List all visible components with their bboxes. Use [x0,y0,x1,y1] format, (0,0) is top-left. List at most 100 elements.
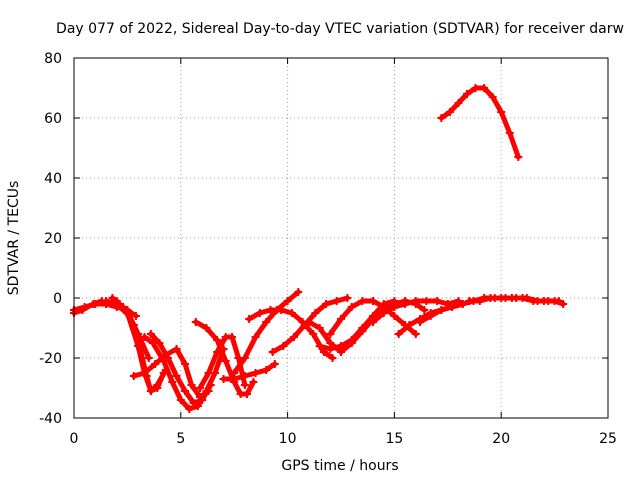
data-point [559,300,568,308]
data-point [146,330,155,338]
data-point [294,288,303,296]
data-point [411,297,420,305]
data-point [196,384,205,392]
data-point [287,309,296,317]
data-point [251,333,260,341]
y-tick-label: -20 [39,351,62,367]
data-point [518,294,527,302]
data-point [168,378,177,386]
data-point [213,336,222,344]
data-point [471,84,480,92]
data-point [134,330,143,338]
data-point [315,324,324,332]
series-arc-10 [191,318,258,398]
y-tick-label: 40 [44,171,62,187]
series-arc-9 [196,333,249,392]
data-point [379,309,388,317]
series-arc-12 [230,288,303,377]
data-point [337,315,345,323]
data-point [277,306,286,314]
data-point [394,330,403,338]
data-point [279,342,288,350]
data-point [332,297,341,305]
data-point [146,387,155,395]
data-point [255,309,264,317]
data-point [245,315,254,323]
data-point [448,303,457,311]
data-point [268,348,277,356]
data-point [337,342,345,350]
series-arc-14 [268,294,352,356]
series-arc-8 [146,330,215,407]
data-point [140,369,149,377]
data-point [309,330,318,338]
y-axis-label: SDTVAR / TECUs [6,181,22,296]
y-tick-label: -40 [39,411,62,427]
x-tick-label: 5 [176,431,185,447]
data-point [328,354,337,362]
data-point [454,99,463,107]
data-point [458,300,467,308]
series-arc-7 [140,333,228,413]
series-arc-5 [102,297,153,362]
data-point [497,108,506,116]
data-point [437,114,446,122]
data-point [191,318,200,326]
data-point [266,306,275,314]
data-point [262,318,271,326]
data-point [326,345,335,353]
x-axis-tick-labels: 0 5 10 15 20 25 [70,431,617,447]
data-point [463,90,472,98]
data-point [140,333,149,341]
data-point [411,330,420,338]
data-point [437,306,446,314]
x-tick-label: 10 [279,431,297,447]
data-point [163,354,172,362]
data-point [422,297,431,305]
data-point [187,381,196,389]
y-axis-tick-labels: -40 -20 0 20 40 60 80 [39,51,62,427]
series-line [466,295,566,307]
data-point [228,333,237,341]
x-tick-label: 20 [492,431,510,447]
data-point [445,108,454,116]
series-line [438,85,521,160]
data-point [176,396,185,404]
series-arc-22 [465,294,568,308]
data-point [390,303,399,311]
data-point [159,357,168,365]
data-point [300,321,309,329]
data-point [151,360,160,368]
series-line [231,289,301,376]
data-point [475,297,484,305]
data-point [401,300,410,308]
data-point [304,318,313,326]
data-point [204,369,213,377]
data-point [240,381,249,389]
x-tick-label: 15 [385,431,403,447]
data-point [539,297,548,305]
plot-area-series [70,84,568,413]
data-point [155,339,164,347]
data-point [144,354,153,362]
data-point [240,372,249,380]
data-point [369,318,378,326]
data-point [486,294,495,302]
data-point [230,369,239,377]
data-point [198,396,207,404]
data-point [420,306,429,314]
series-arc-11 [219,360,279,383]
data-point [251,369,260,377]
data-point [514,153,523,161]
y-tick-label: 20 [44,231,62,247]
data-point [270,360,279,368]
series-arc-2 [70,297,106,317]
data-point [465,297,474,305]
data-point [78,306,87,314]
data-point [507,294,516,302]
data-point [497,294,506,302]
data-point [416,318,425,326]
data-point [433,297,442,305]
y-tick-label: 60 [44,111,62,127]
data-point [326,330,335,338]
